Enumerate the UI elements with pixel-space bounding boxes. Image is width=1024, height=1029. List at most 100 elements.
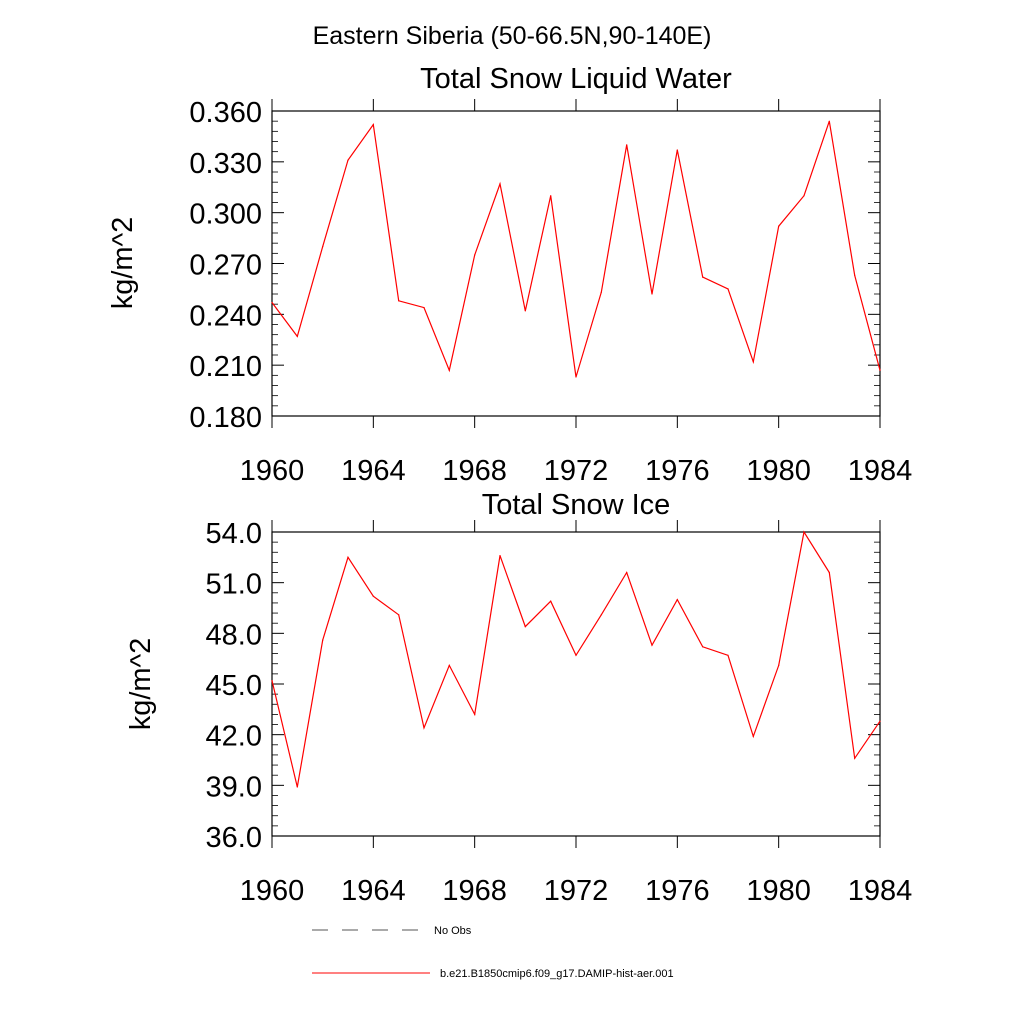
- x-tick-label: 1960: [240, 455, 305, 487]
- axis-ticks: [271, 520, 881, 848]
- y-tick-label: 42.0: [206, 721, 262, 753]
- chart-panel-snow-liquid-water: Total Snow Liquid Water kg/m^2 0.180 0.21…: [107, 63, 912, 487]
- y-tick-label: 48.0: [206, 619, 262, 651]
- data-point: [626, 144, 628, 146]
- y-tick-label: 51.0: [206, 569, 262, 601]
- data-point: [271, 680, 273, 682]
- data-point: [499, 183, 501, 185]
- x-tick-label: 1968: [442, 875, 507, 907]
- data-point: [803, 195, 805, 197]
- x-tick-label: 1964: [341, 875, 406, 907]
- plot-frame: [271, 110, 881, 417]
- data-point: [271, 301, 273, 304]
- chart-panel-snow-ice: Total Snow Ice kg/m^2 36.0 39.0 42.0 45.0 48…: [125, 489, 912, 907]
- x-tick-label: 1968: [442, 455, 507, 487]
- data-point: [398, 300, 400, 302]
- y-tick-label: 0.270: [189, 250, 262, 282]
- y-tick-label: 0.210: [189, 351, 262, 383]
- x-tick-label: 1980: [746, 455, 811, 487]
- data-point: [600, 614, 602, 616]
- data-point: [398, 614, 400, 616]
- data-point: [550, 600, 552, 602]
- y-axis-label: kg/m^2: [107, 217, 139, 310]
- data-point: [676, 599, 678, 601]
- data-point: [499, 555, 501, 557]
- y-axis-label: kg/m^2: [125, 638, 157, 731]
- data-point: [752, 361, 754, 363]
- x-tick-label: 1980: [746, 875, 811, 907]
- page-title: Eastern Siberia (50-66.5N,90-140E): [313, 22, 712, 50]
- data-point: [296, 335, 298, 337]
- x-tick-label: 1960: [240, 875, 305, 907]
- data-point: [702, 646, 704, 648]
- x-tick-label: 1976: [645, 455, 710, 487]
- data-point: [423, 727, 425, 729]
- data-point: [778, 225, 780, 227]
- axis-ticks: [271, 99, 881, 428]
- data-point: [854, 757, 856, 759]
- data-point: [778, 664, 780, 667]
- data-point: [448, 664, 450, 667]
- data-point: [651, 644, 653, 646]
- data-point: [600, 291, 602, 293]
- x-tick-label: 1976: [645, 875, 710, 907]
- legend-label-no-obs: No Obs: [434, 925, 472, 937]
- series-group: [271, 530, 881, 788]
- series-line: [271, 530, 881, 788]
- x-tick-label: 1984: [848, 875, 913, 907]
- data-point: [828, 120, 830, 122]
- data-point: [423, 307, 425, 309]
- legend-label-model: b.e21.B1850cmip6.f09_g17.DAMIP-hist-aer.…: [440, 968, 674, 980]
- data-point: [651, 293, 653, 295]
- data-point: [803, 531, 805, 533]
- data-point: [727, 654, 729, 656]
- data-point: [752, 735, 754, 738]
- series-group: [271, 120, 881, 378]
- y-tick-label: 45.0: [206, 670, 262, 702]
- legend: No Obs b.e21.B1850cmip6.f09_g17.DAMIP-hi…: [312, 925, 674, 980]
- data-point: [296, 786, 298, 788]
- data-point: [524, 310, 526, 312]
- y-tick-label: 0.240: [189, 300, 262, 332]
- data-point: [626, 571, 628, 574]
- plot-frame: [271, 531, 881, 837]
- y-tick-label: 0.360: [189, 97, 262, 129]
- data-point: [575, 654, 577, 656]
- x-tick-label: 1984: [848, 455, 913, 487]
- series-line: [271, 121, 881, 378]
- data-point: [879, 720, 881, 722]
- y-tick-label: 0.330: [189, 148, 262, 180]
- data-point: [322, 639, 324, 641]
- data-point: [372, 595, 374, 597]
- data-point: [474, 254, 476, 256]
- data-point: [448, 369, 450, 371]
- x-tick-labels: 1960 1964 1968 1972 1976 1980 1984: [240, 455, 913, 487]
- data-point: [575, 376, 577, 378]
- data-point: [372, 124, 374, 126]
- data-point: [474, 713, 476, 716]
- data-point: [727, 288, 729, 290]
- x-tick-label: 1972: [544, 455, 609, 487]
- y-tick-labels: 36.0 39.0 42.0 45.0 48.0 51.0 54.0: [206, 518, 262, 854]
- x-tick-label: 1964: [341, 455, 406, 487]
- data-point: [524, 626, 526, 628]
- data-point: [702, 276, 704, 278]
- data-point: [322, 246, 324, 248]
- chart-title: Total Snow Liquid Water: [420, 63, 732, 95]
- data-point: [879, 369, 881, 371]
- x-tick-label: 1972: [544, 875, 609, 907]
- data-point: [347, 159, 349, 161]
- data-point: [550, 195, 552, 197]
- y-tick-label: 39.0: [206, 771, 262, 803]
- y-tick-labels: 0.180 0.210 0.240 0.270 0.300 0.330 0.360: [189, 97, 262, 434]
- data-point: [676, 149, 678, 151]
- y-tick-label: 0.300: [189, 199, 262, 231]
- data-point: [347, 556, 349, 558]
- y-tick-label: 54.0: [206, 518, 262, 550]
- x-tick-labels: 1960 1964 1968 1972 1976 1980 1984: [240, 875, 913, 907]
- y-tick-label: 0.180: [189, 402, 262, 434]
- data-point: [828, 571, 830, 574]
- data-point: [854, 274, 856, 276]
